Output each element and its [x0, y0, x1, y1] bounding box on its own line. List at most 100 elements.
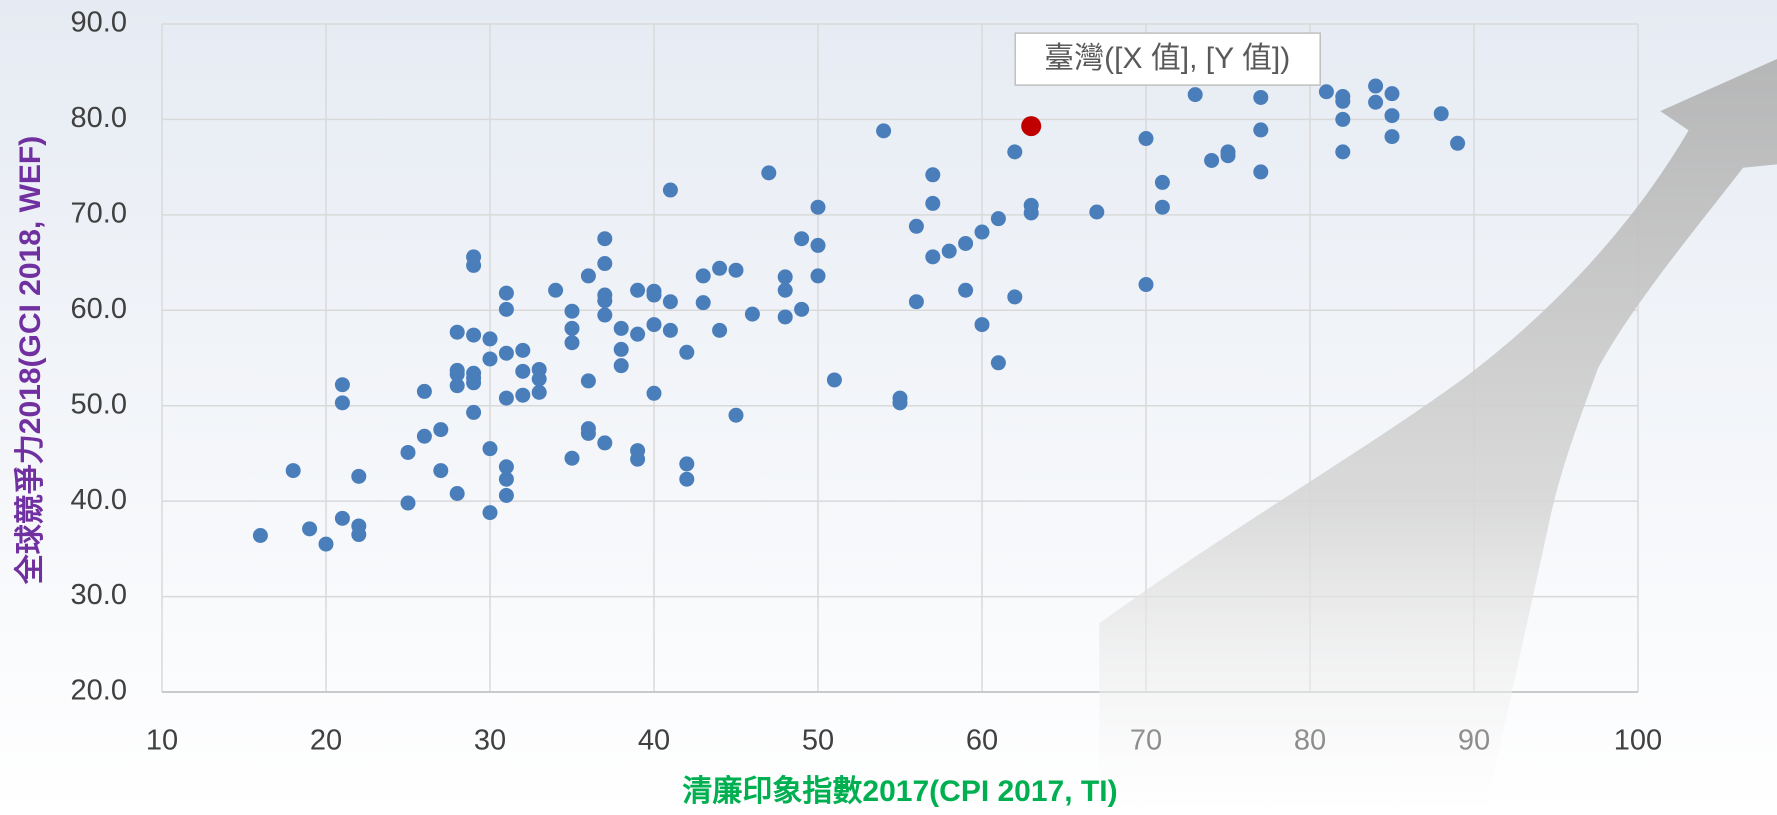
data-point — [778, 283, 793, 298]
data-point — [565, 321, 580, 336]
data-point — [433, 422, 448, 437]
data-point — [975, 317, 990, 332]
data-point — [253, 528, 268, 543]
data-point — [515, 343, 530, 358]
data-point — [811, 268, 826, 283]
data-point — [630, 283, 645, 298]
data-point — [1024, 205, 1039, 220]
data-point — [1253, 90, 1268, 105]
data-point — [515, 364, 530, 379]
y-tick-label: 50.0 — [71, 388, 127, 420]
data-point — [712, 261, 727, 276]
x-tick-label: 30 — [474, 725, 506, 757]
data-point — [499, 472, 514, 487]
data-point — [663, 294, 678, 309]
data-point — [401, 496, 416, 511]
data-point — [778, 309, 793, 324]
data-point — [811, 238, 826, 253]
data-point — [1253, 164, 1268, 179]
data-point — [466, 328, 481, 343]
data-point — [630, 327, 645, 342]
data-point — [466, 405, 481, 420]
data-point — [450, 325, 465, 340]
data-point — [581, 268, 596, 283]
data-point — [942, 244, 957, 259]
data-point — [450, 378, 465, 393]
data-point — [729, 408, 744, 423]
data-point — [991, 211, 1006, 226]
data-point — [794, 231, 809, 246]
data-point — [663, 183, 678, 198]
data-point — [532, 385, 547, 400]
data-point — [1089, 204, 1104, 219]
data-point — [778, 269, 793, 284]
data-point — [499, 346, 514, 361]
data-point — [335, 511, 350, 526]
annotation-text: 臺灣([X 值], [Y 值]) — [1044, 42, 1290, 75]
y-tick-label: 70.0 — [71, 198, 127, 230]
data-point — [975, 225, 990, 240]
data-point — [565, 304, 580, 319]
data-point — [925, 167, 940, 182]
data-point — [679, 345, 694, 360]
x-tick-label: 50 — [802, 725, 834, 757]
data-point — [1007, 144, 1022, 159]
data-point — [1155, 200, 1170, 215]
data-point — [565, 335, 580, 350]
data-point — [1335, 112, 1350, 127]
x-tick-label: 40 — [638, 725, 670, 757]
x-tick-label: 20 — [310, 725, 342, 757]
data-point — [417, 429, 432, 444]
data-point — [876, 123, 891, 138]
y-tick-label: 20.0 — [71, 675, 127, 707]
x-tick-label: 60 — [966, 725, 998, 757]
data-point — [499, 391, 514, 406]
data-point — [991, 355, 1006, 370]
data-point — [1007, 289, 1022, 304]
data-point — [548, 283, 563, 298]
data-point — [1368, 95, 1383, 110]
data-point — [302, 521, 317, 536]
data-point — [614, 321, 629, 336]
data-point — [401, 445, 416, 460]
y-tick-label: 80.0 — [71, 102, 127, 134]
data-point — [597, 256, 612, 271]
data-point — [499, 286, 514, 301]
data-point — [335, 395, 350, 410]
data-point — [1335, 144, 1350, 159]
data-point — [1139, 131, 1154, 146]
data-point — [1188, 87, 1203, 102]
data-point — [1450, 136, 1465, 151]
chart: 20.030.040.050.060.070.080.090.010203040… — [0, 0, 1777, 815]
data-point — [712, 323, 727, 338]
data-point — [597, 308, 612, 323]
data-point — [351, 527, 366, 542]
data-point — [909, 219, 924, 234]
data-point — [1155, 175, 1170, 190]
data-point — [663, 323, 678, 338]
data-point — [597, 231, 612, 246]
data-point — [335, 377, 350, 392]
data-point — [811, 200, 826, 215]
data-point — [1368, 79, 1383, 94]
x-tick-label: 100 — [1614, 725, 1662, 757]
data-point — [483, 505, 498, 520]
y-tick-label: 90.0 — [71, 7, 127, 39]
data-point — [286, 463, 301, 478]
data-point — [696, 295, 711, 310]
data-point — [597, 435, 612, 450]
data-point — [729, 263, 744, 278]
data-point — [647, 386, 662, 401]
data-point — [499, 302, 514, 317]
data-point — [450, 486, 465, 501]
data-point — [1385, 108, 1400, 123]
data-point — [761, 165, 776, 180]
data-point — [1221, 148, 1236, 163]
data-point — [417, 384, 432, 399]
data-point — [1021, 116, 1041, 136]
data-point — [696, 268, 711, 283]
data-point — [319, 537, 334, 552]
data-point — [925, 249, 940, 264]
data-point — [1335, 94, 1350, 109]
x-axis-title: 清廉印象指數2017(CPI 2017, TI) — [682, 775, 1117, 808]
